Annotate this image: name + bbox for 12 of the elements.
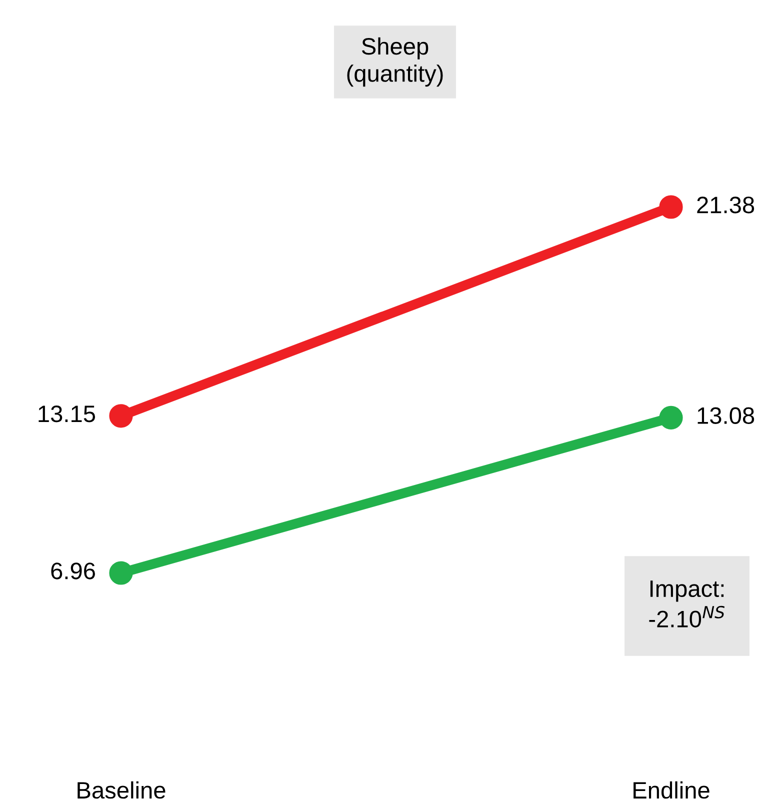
chart-title: Sheep (quantity) [347, 37, 443, 87]
data-label: 13.15 [38, 406, 96, 422]
data-label: 21.38 [697, 196, 754, 214]
x-tick-label: Endline [634, 781, 710, 799]
x-tick-label: Baseline [78, 781, 166, 799]
data-label: 6.96 [51, 562, 95, 580]
text: Impact: -2.10$^{NS}$ [649, 580, 725, 628]
point [109, 561, 133, 585]
point [659, 406, 683, 430]
point [659, 195, 683, 219]
data-label: 13.08 [698, 407, 754, 424]
point [109, 404, 133, 428]
